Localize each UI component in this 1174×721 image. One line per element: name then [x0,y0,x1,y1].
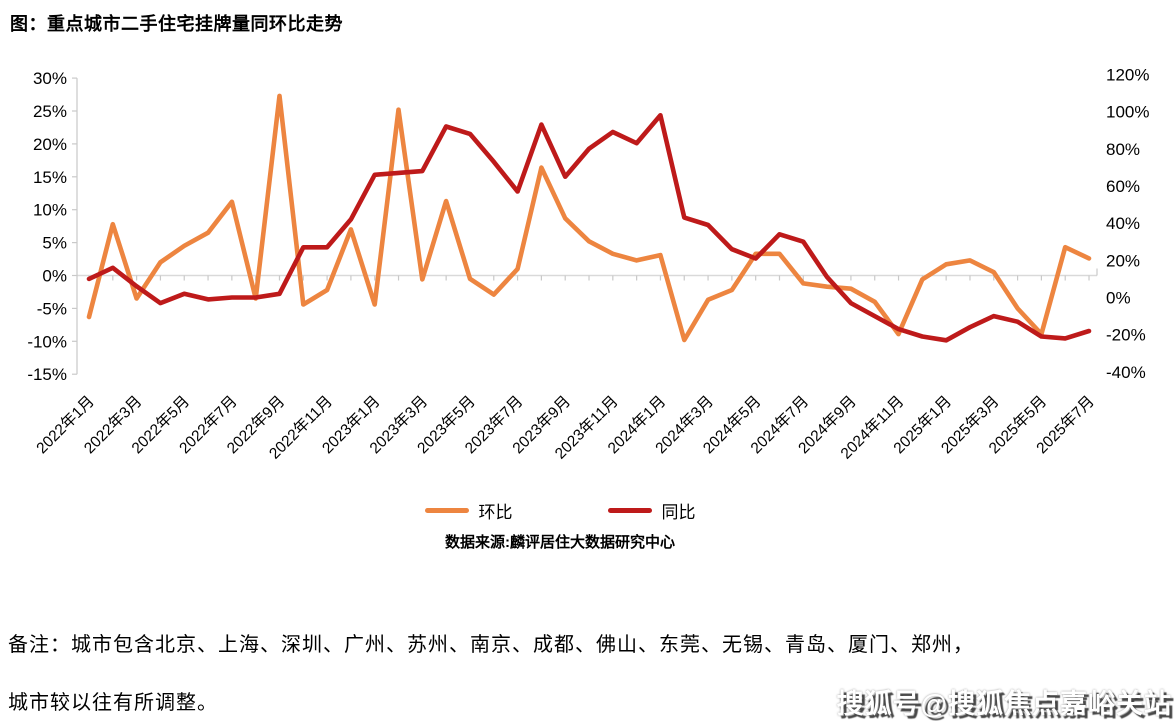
watermark-text: 搜狐号@搜狐焦点嘉峪关站 [836,689,1172,719]
legend-item-yoy: 同比 [607,498,696,523]
legend-label-yoy: 同比 [661,503,696,522]
left-axis-label: -15% [27,365,67,384]
left-axis: 30% 25% 20% 15% 10% 5% 0% -5% -10% -15% [27,69,78,384]
left-axis-label: 0% [42,267,67,286]
footnote-line1: 备注：城市包含北京、上海、深圳、广州、苏州、南京、成都、佛山、东莞、无锡、青岛、… [8,632,974,656]
x-axis-labels: 2022年1月2022年3月2022年5月2022年7月2022年9月2022年… [33,392,1098,462]
page-title: 图：重点城市二手住宅挂牌量同环比走势 [10,14,343,34]
right-axis-label: 60% [1106,177,1140,196]
zero-gridline [77,268,1098,277]
right-axis-label: 20% [1106,251,1140,270]
series-line-同比 [86,113,1092,343]
right-axis-label: -20% [1106,326,1146,345]
left-axis-label: 10% [33,201,67,220]
left-axis-label: 20% [33,135,67,154]
right-axis: 120% 100% 80% 60% 40% 20% 0% -20% -40% [1106,65,1149,381]
left-axis-label: 15% [33,168,67,187]
right-axis-label: 100% [1106,103,1149,122]
data-source-caption: 数据来源:麟评居住大数据研究中心 [445,534,675,551]
legend-label-mom: 环比 [478,503,513,522]
right-axis-label: 120% [1106,65,1149,84]
left-axis-label: 30% [33,69,67,88]
right-axis-label: 80% [1106,140,1140,159]
chart-legend: 环比 同比 [0,498,1120,523]
footnote-line2: 城市较以往有所调整。 [8,690,218,714]
left-axis-label: 25% [33,102,67,121]
left-axis-label: -5% [37,299,67,318]
right-axis-label: -40% [1106,363,1146,382]
legend-item-mom: 环比 [424,498,513,523]
left-axis-label: 5% [42,234,67,253]
legend-swatch-mom [424,508,469,513]
chart-svg: 30% 25% 20% 15% 10% 5% 0% -5% -10% -15% 120% 100% 80… [27,65,1149,462]
legend-swatch-yoy [607,508,652,513]
right-axis-label: 40% [1106,214,1140,233]
right-axis-label: 0% [1106,289,1131,308]
left-axis-label: -10% [27,332,67,351]
series-line-环比 [86,93,1092,343]
x-axis-ticks [88,275,1090,281]
